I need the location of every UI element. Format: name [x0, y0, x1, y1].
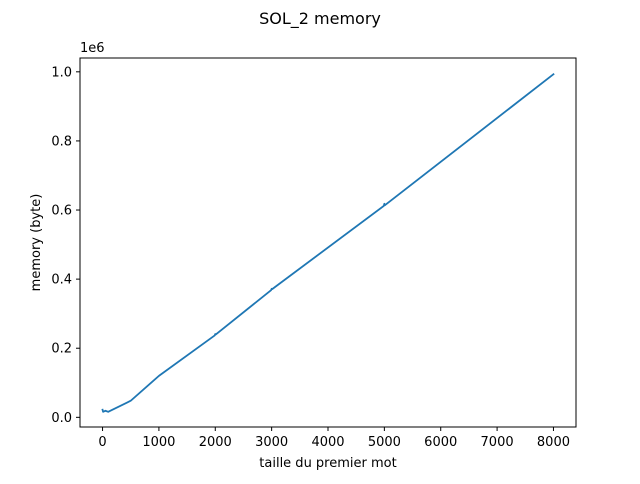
x-axis-ticks: 0 1000 2000 3000 4000 5000 6000 7000 8000 [98, 427, 570, 450]
x-tick-label: 6000 [424, 435, 457, 450]
x-tick-label: 0 [98, 435, 106, 450]
plot-area [101, 72, 555, 413]
x-tick-label: 7000 [481, 435, 514, 450]
y-tick-label: 0.8 [51, 134, 72, 149]
y-tick-label: 0.0 [51, 411, 72, 426]
x-tick-label: 3000 [255, 435, 288, 450]
x-tick-label: 2000 [199, 435, 232, 450]
x-tick-label: 4000 [311, 435, 344, 450]
y-axis-label: memory (byte) [29, 194, 44, 292]
series-line [101, 72, 555, 413]
y-tick-label: 0.2 [51, 342, 72, 357]
x-axis-label: taille du premier mot [259, 456, 396, 471]
x-tick-label: 5000 [368, 435, 401, 450]
y-tick-label: 0.4 [51, 273, 72, 288]
x-tick-label: 1000 [142, 435, 175, 450]
y-axis-multiplier: 1e6 [80, 41, 105, 56]
y-axis-ticks: 0.0 0.2 0.4 0.6 0.8 1.0 [51, 65, 80, 426]
y-tick-label: 0.6 [51, 204, 72, 219]
y-tick-label: 1.0 [51, 65, 72, 80]
x-tick-label: 8000 [537, 435, 570, 450]
chart-title: SOL_2 memory [259, 9, 381, 29]
